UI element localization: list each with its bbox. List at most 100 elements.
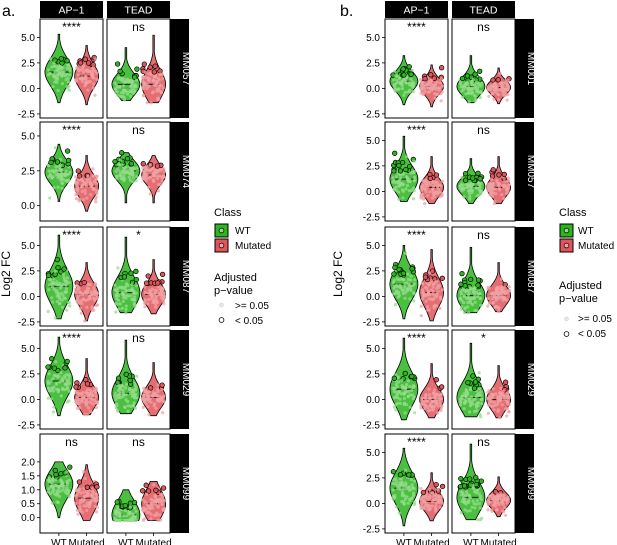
data-point bbox=[392, 405, 396, 409]
data-point bbox=[131, 514, 135, 518]
data-point bbox=[118, 396, 123, 400]
facet-panel: **** bbox=[384, 433, 449, 534]
data-point bbox=[47, 479, 51, 483]
facet-content bbox=[111, 150, 166, 204]
x-tick-label: WT bbox=[51, 538, 67, 545]
data-point bbox=[505, 298, 509, 302]
data-point bbox=[479, 398, 484, 402]
data-point-significant bbox=[84, 381, 91, 387]
data-point-significant bbox=[147, 64, 153, 70]
data-point bbox=[50, 65, 54, 69]
data-point-significant bbox=[151, 69, 157, 75]
data-point-significant bbox=[117, 68, 123, 74]
data-point bbox=[134, 291, 138, 295]
data-point bbox=[475, 80, 479, 84]
data-point bbox=[95, 303, 99, 308]
data-point bbox=[396, 396, 400, 400]
data-point bbox=[91, 86, 95, 90]
data-point bbox=[120, 306, 124, 310]
data-point bbox=[52, 405, 56, 409]
data-point bbox=[477, 193, 481, 197]
legend-label-mutated: Mutated bbox=[578, 241, 614, 252]
data-point bbox=[391, 494, 395, 498]
data-point-significant bbox=[431, 75, 437, 81]
facet-panel: ns bbox=[451, 18, 516, 119]
data-point bbox=[464, 92, 468, 96]
data-point bbox=[501, 89, 505, 94]
data-point bbox=[145, 82, 149, 87]
data-point-significant bbox=[133, 276, 139, 283]
data-point bbox=[57, 71, 62, 76]
data-point bbox=[479, 390, 483, 394]
data-point bbox=[396, 291, 401, 295]
data-point bbox=[439, 296, 443, 300]
data-point bbox=[129, 404, 133, 408]
data-point bbox=[476, 295, 480, 299]
data-point bbox=[68, 66, 72, 70]
data-point bbox=[495, 92, 500, 96]
data-point bbox=[473, 409, 477, 414]
data-point bbox=[426, 497, 430, 501]
data-point bbox=[401, 196, 405, 200]
data-point-significant bbox=[458, 475, 464, 482]
data-point bbox=[490, 405, 494, 409]
data-point-significant bbox=[85, 60, 92, 66]
data-point bbox=[113, 283, 117, 287]
data-point-significant bbox=[143, 482, 149, 488]
data-point-significant bbox=[54, 256, 60, 263]
data-point bbox=[407, 389, 411, 393]
data-point-significant bbox=[391, 271, 397, 277]
data-point-significant bbox=[392, 264, 398, 271]
data-point bbox=[427, 396, 431, 400]
data-point bbox=[438, 195, 442, 199]
y-tick-label: 5.0 bbox=[21, 241, 35, 252]
data-point bbox=[61, 387, 65, 392]
data-point bbox=[93, 289, 97, 293]
data-point bbox=[477, 502, 482, 506]
data-point bbox=[82, 490, 86, 494]
data-point-significant bbox=[477, 176, 483, 182]
data-point bbox=[78, 505, 82, 509]
data-point bbox=[78, 406, 82, 410]
data-point bbox=[131, 518, 136, 523]
data-point bbox=[460, 305, 464, 309]
data-point bbox=[50, 176, 54, 180]
y-tick-label: -2.5 bbox=[18, 420, 36, 431]
data-point bbox=[465, 492, 469, 496]
data-point bbox=[158, 513, 162, 517]
data-point bbox=[468, 197, 472, 201]
data-point bbox=[436, 85, 440, 90]
row-strip bbox=[515, 434, 534, 533]
data-point-significant bbox=[459, 270, 465, 277]
data-point bbox=[439, 407, 443, 411]
data-point bbox=[392, 386, 396, 390]
data-point bbox=[471, 484, 475, 488]
data-point-significant bbox=[400, 66, 406, 72]
data-point bbox=[74, 175, 78, 179]
data-point bbox=[48, 283, 52, 287]
data-point bbox=[92, 389, 96, 393]
facet-content bbox=[111, 481, 167, 523]
data-point bbox=[60, 186, 64, 190]
data-point bbox=[424, 501, 428, 505]
data-point bbox=[498, 395, 502, 399]
facet-content bbox=[44, 461, 100, 521]
data-point bbox=[155, 511, 159, 515]
data-point-significant bbox=[402, 370, 408, 377]
data-point bbox=[157, 78, 161, 82]
data-point bbox=[95, 510, 99, 514]
data-point bbox=[439, 184, 443, 188]
data-point bbox=[498, 399, 502, 403]
data-point bbox=[460, 189, 464, 193]
data-point bbox=[122, 98, 127, 102]
data-point-significant bbox=[140, 488, 146, 494]
data-point bbox=[467, 311, 471, 315]
data-point bbox=[76, 73, 80, 77]
data-point bbox=[64, 488, 68, 492]
data-point-significant bbox=[152, 63, 158, 69]
data-point bbox=[472, 502, 476, 506]
data-point bbox=[507, 183, 511, 187]
data-point bbox=[426, 180, 431, 184]
panel-label: b. bbox=[340, 3, 353, 20]
data-point bbox=[412, 282, 417, 286]
